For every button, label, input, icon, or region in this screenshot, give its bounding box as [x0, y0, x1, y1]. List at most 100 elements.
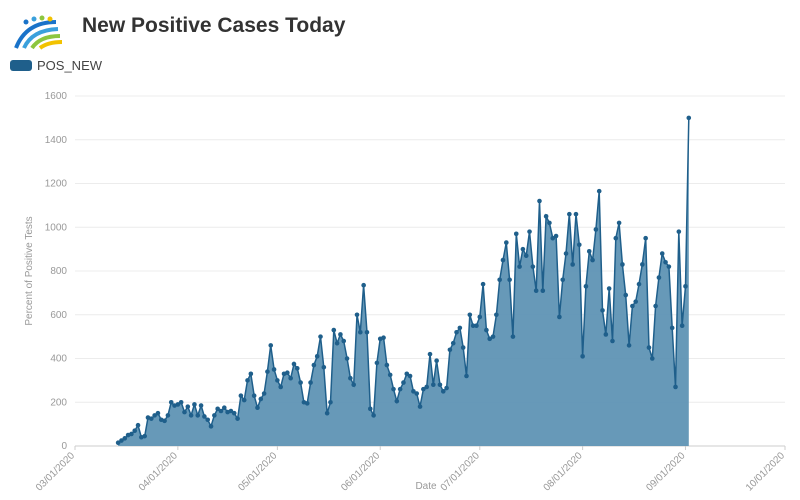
point: [149, 416, 154, 421]
point: [367, 406, 373, 412]
point: [517, 264, 522, 269]
point: [132, 428, 138, 433]
x-tick-label: 04/01/2020: [137, 450, 180, 493]
y-tick-label: 1400: [45, 135, 68, 146]
y-axis-title: Percent of Positive Tests: [24, 216, 35, 325]
point: [570, 262, 575, 267]
point: [255, 405, 260, 411]
point: [460, 345, 466, 350]
point: [265, 369, 270, 374]
point: [676, 229, 682, 234]
y-tick-label: 1000: [45, 222, 68, 233]
point: [351, 382, 356, 388]
x-axis-title: Date: [415, 481, 437, 492]
point: [318, 334, 323, 339]
point: [679, 323, 685, 328]
point: [633, 299, 639, 304]
x-tick-label: 05/01/2020: [236, 450, 279, 493]
point: [152, 413, 157, 418]
point: [573, 211, 579, 217]
point: [620, 262, 625, 267]
point: [457, 325, 463, 331]
point: [434, 358, 439, 363]
legend-swatch: [10, 60, 32, 71]
point: [507, 277, 512, 283]
point: [649, 356, 655, 361]
point: [212, 413, 217, 418]
point: [341, 338, 347, 344]
logo: [14, 15, 63, 50]
point: [484, 327, 489, 333]
point: [175, 402, 181, 407]
point: [547, 220, 552, 226]
y-tick-label: 600: [50, 310, 67, 321]
point: [550, 235, 556, 241]
y-tick-label: 0: [61, 441, 67, 452]
point: [464, 373, 469, 379]
point: [288, 375, 293, 381]
point: [291, 361, 297, 367]
area: [118, 117, 689, 447]
point: [593, 227, 599, 232]
point: [560, 277, 566, 283]
point: [656, 275, 662, 280]
point: [384, 362, 390, 368]
point: [381, 335, 386, 341]
point: [510, 334, 516, 339]
point: [394, 398, 400, 404]
y-tick-label: 1200: [45, 179, 68, 190]
point: [324, 410, 330, 416]
point: [135, 422, 141, 428]
point: [504, 240, 509, 245]
point: [348, 375, 353, 381]
point: [129, 431, 134, 437]
point: [580, 354, 585, 359]
point: [467, 312, 473, 318]
point: [364, 329, 370, 335]
point: [122, 436, 128, 441]
chart-title: New Positive Cases Today: [82, 14, 346, 37]
point: [308, 380, 313, 385]
point: [182, 409, 187, 415]
point: [663, 259, 668, 265]
point: [450, 340, 456, 346]
point: [447, 347, 453, 353]
point: [500, 257, 506, 263]
point: [328, 399, 333, 405]
point: [202, 414, 207, 419]
point: [636, 281, 642, 287]
point: [474, 323, 479, 328]
point: [646, 345, 652, 350]
point: [358, 329, 363, 335]
point: [586, 249, 592, 254]
point: [268, 343, 274, 348]
point: [596, 188, 602, 194]
point: [354, 312, 360, 318]
point: [155, 410, 161, 416]
point: [523, 253, 529, 258]
point: [162, 418, 167, 424]
point: [218, 408, 224, 414]
point: [520, 246, 526, 252]
point: [248, 371, 254, 377]
point: [321, 364, 327, 370]
point: [185, 404, 191, 409]
point: [616, 220, 622, 226]
point: [659, 251, 665, 256]
x-tick-label: 10/01/2020: [744, 450, 787, 493]
point: [444, 385, 449, 391]
point: [487, 336, 493, 342]
point: [245, 378, 250, 383]
point: [533, 288, 539, 293]
point: [673, 384, 678, 390]
point: [553, 233, 559, 239]
point: [431, 382, 436, 388]
y-tick-label: 800: [50, 266, 67, 277]
point: [374, 360, 380, 366]
point: [653, 303, 658, 309]
point: [331, 327, 337, 333]
legend-label: POS_NEW: [37, 58, 103, 73]
point: [440, 389, 446, 394]
point: [198, 403, 204, 408]
